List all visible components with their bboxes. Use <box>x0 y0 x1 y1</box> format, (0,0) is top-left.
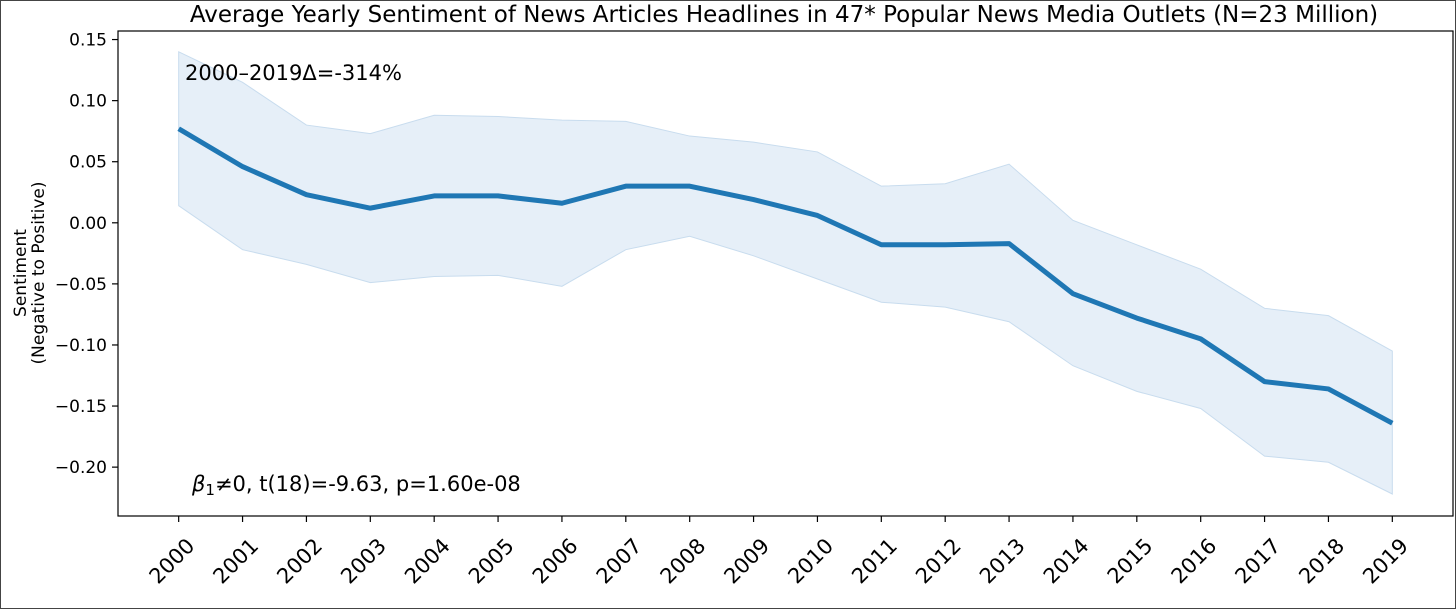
y-axis-label-line-2: (Negative to Positive) <box>29 182 49 365</box>
y-tick-label: 0.05 <box>69 153 107 173</box>
x-tick-label-2001: 2001 <box>208 534 263 589</box>
y-tick-label: −0.10 <box>55 336 107 356</box>
x-tick-label-2002: 2002 <box>272 534 327 589</box>
chart-title: Average Yearly Sentiment of News Article… <box>190 2 1378 28</box>
x-tick-label-2014: 2014 <box>1039 534 1094 589</box>
series-line-layer <box>177 126 1394 426</box>
y-tick-label: −0.15 <box>55 397 107 417</box>
x-tick-label-2011: 2011 <box>847 534 902 589</box>
y-axis-label: Sentiment (Negative to Positive) <box>11 182 49 365</box>
x-tick-label-2007: 2007 <box>592 534 647 589</box>
x-tick-label-2003: 2003 <box>336 534 391 589</box>
y-axis-ticks: 0.15 0.10 0.05 0.00 −0.05 −0.10 −0.15 −0.20 <box>55 31 118 478</box>
y-tick-label: −0.20 <box>55 458 107 478</box>
y-tick-label: 0.10 <box>69 92 107 112</box>
x-tick-label-2010: 2010 <box>783 534 838 589</box>
series-line <box>177 126 1394 426</box>
x-tick-label-2016: 2016 <box>1167 534 1222 589</box>
x-tick-label-2017: 2017 <box>1230 534 1285 589</box>
x-tick-label-2019: 2019 <box>1358 534 1413 589</box>
x-tick-label-2015: 2015 <box>1103 534 1158 589</box>
stat-text: ≠0, t(18)=-9.63, p=1.60e-08 <box>215 472 521 496</box>
delta-annotation: 2000–2019Δ=-314% <box>185 61 402 85</box>
y-tick-label: −0.05 <box>55 275 107 295</box>
plot-frame <box>117 30 1454 517</box>
x-tick-label-2008: 2008 <box>656 534 711 589</box>
x-tick-label-2018: 2018 <box>1294 534 1349 589</box>
y-axis-label-line-1: Sentiment <box>11 229 31 317</box>
stat-beta-subscript: 1 <box>205 481 215 499</box>
y-tick-label: 0.15 <box>69 31 107 51</box>
confidence-band-layer <box>178 50 1393 495</box>
stat-beta-symbol: β <box>191 472 205 496</box>
x-tick-label-2000: 2000 <box>145 534 200 589</box>
regression-stat-annotation: β1≠0, t(18)=-9.63, p=1.60e-08 <box>191 472 521 499</box>
x-tick-label-2006: 2006 <box>528 534 583 589</box>
confidence-band <box>178 50 1393 495</box>
x-axis-ticks: 2000 2001 2002 2003 2004 2005 2006 2007 2008 2009… <box>145 516 1413 588</box>
x-tick-label-2012: 2012 <box>911 534 966 589</box>
x-tick-label-2004: 2004 <box>400 534 455 589</box>
x-tick-label-2005: 2005 <box>464 534 519 589</box>
x-tick-label-2013: 2013 <box>975 534 1030 589</box>
x-tick-label-2009: 2009 <box>719 534 774 589</box>
y-tick-label: 0.00 <box>69 214 107 234</box>
